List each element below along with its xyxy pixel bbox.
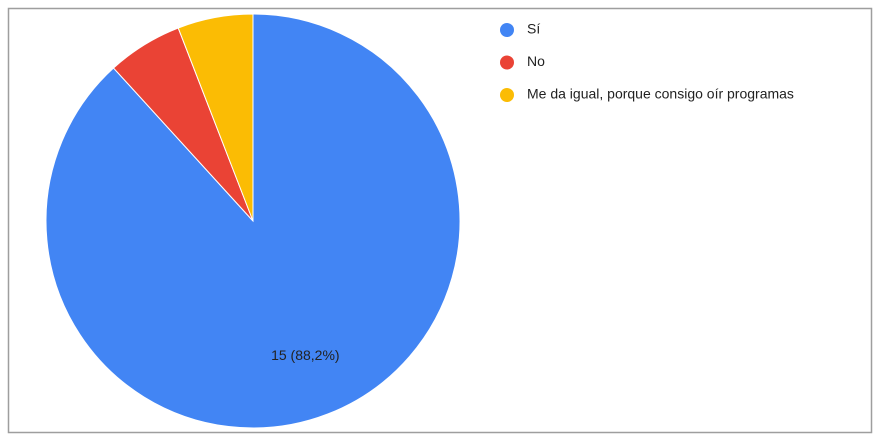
legend-label: Sí [527,21,540,37]
legend-swatch [500,88,514,102]
pie-slice [177,13,254,222]
legend-label: No [527,53,545,69]
legend-swatch [500,55,514,70]
legend-swatch [500,23,514,37]
data-label: 15 (88,2%) [271,347,339,363]
legend-label: Me da igual, porque consigo oír programa… [527,86,794,102]
